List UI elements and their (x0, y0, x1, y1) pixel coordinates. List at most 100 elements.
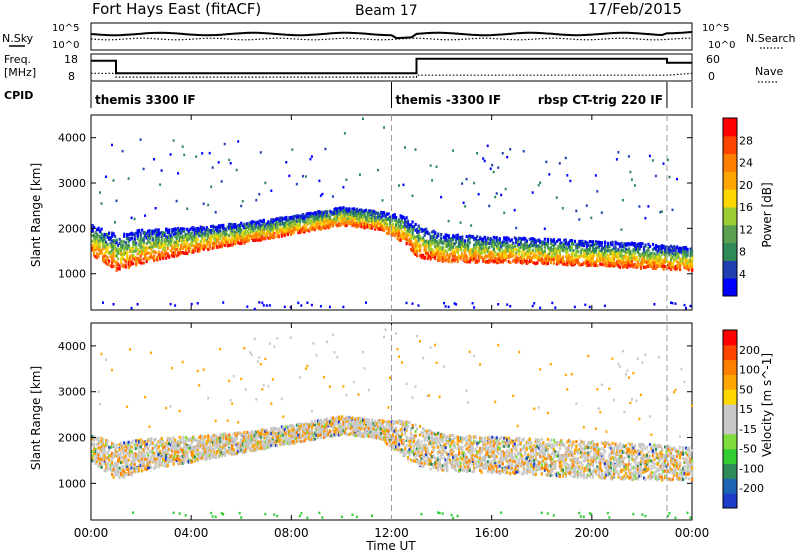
range-gate-cell (268, 222, 271, 226)
range-gate-cell (456, 250, 459, 254)
range-gate-cell (340, 218, 344, 221)
range-gate-cell (464, 239, 467, 243)
range-gate-cell (123, 264, 126, 268)
range-gate-cell (486, 241, 489, 245)
range-gate-cell (528, 248, 531, 251)
range-gate-cell (265, 229, 268, 233)
range-gate-cell (381, 211, 384, 215)
range-gate-cell (386, 226, 389, 230)
range-gate-cell (450, 258, 453, 262)
range-gate-cell (393, 213, 396, 217)
range-gate-cell (282, 225, 285, 229)
range-gate-cell (267, 230, 270, 234)
range-gate-cell (621, 198, 624, 202)
range-gate-cell (501, 256, 504, 260)
range-gate-cell (558, 248, 561, 252)
range-gate-cell (536, 247, 539, 251)
range-gate-cell (103, 260, 106, 264)
range-gate-cell (429, 237, 432, 241)
range-gate-cell (319, 194, 322, 197)
range-gate-cell (232, 228, 235, 232)
range-gate-cell (187, 237, 190, 241)
range-gate-cell (126, 257, 129, 261)
range-gate-cell (295, 182, 298, 186)
range-gate-cell (184, 247, 187, 251)
range-gate-cell (322, 220, 326, 224)
range-gate-cell (366, 216, 369, 220)
range-gate-cell (548, 257, 551, 261)
range-gate-cell (588, 262, 591, 266)
range-gate-cell (416, 245, 419, 249)
range-gate-cell (235, 227, 238, 231)
range-gate-cell (620, 248, 623, 252)
range-gate-cell (685, 262, 688, 266)
range-gate-cell (492, 240, 495, 244)
range-gate-cell (157, 233, 160, 237)
range-gate-cell (180, 246, 183, 250)
range-gate-cell (112, 239, 115, 243)
range-gate-cell (417, 249, 420, 253)
range-gate-cell (671, 247, 674, 251)
range-gate-cell (456, 255, 459, 259)
range-gate-cell (294, 214, 297, 218)
range-gate-cell (546, 258, 549, 262)
range-gate-cell (295, 214, 298, 218)
range-gate-cell (548, 254, 551, 258)
range-gate-cell (615, 158, 618, 161)
range-gate-cell (163, 233, 166, 237)
range-gate-cell (371, 212, 374, 216)
range-gate-cell (434, 245, 437, 249)
nsearch-tick-lo: 10^0 (708, 40, 735, 51)
range-gate-cell (288, 230, 291, 234)
range-gate-cell (334, 211, 338, 215)
range-gate-cell (440, 233, 443, 236)
range-gate-cell (437, 254, 440, 257)
range-gate-cell (588, 244, 591, 248)
range-gate-cell (633, 244, 637, 248)
range-gate-cell (647, 254, 650, 257)
range-gate-cell (94, 243, 97, 247)
range-gate-cell (570, 242, 573, 245)
range-gate-cell (300, 304, 303, 307)
range-gate-cell (112, 258, 115, 261)
range-gate-cell (420, 255, 423, 259)
range-gate-cell (105, 243, 108, 247)
range-gate-cell (444, 237, 447, 241)
range-gate-cell (659, 255, 662, 259)
range-gate-cell (596, 257, 599, 261)
range-gate-cell (303, 216, 306, 220)
nsky-label: N.Sky (2, 32, 34, 45)
range-gate-cell (199, 226, 202, 230)
range-gate-cell (247, 234, 250, 238)
range-gate-cell (172, 241, 175, 245)
range-gate-cell (518, 250, 521, 253)
range-gate-cell (664, 265, 667, 268)
range-gate-cell (449, 253, 452, 257)
range-gate-cell (576, 261, 579, 265)
range-gate-cell (99, 235, 102, 239)
range-gate-cell (183, 235, 186, 238)
range-gate-cell (503, 253, 506, 257)
range-gate-cell (639, 262, 643, 266)
range-gate-cell (205, 238, 208, 242)
range-gate-cell (289, 232, 292, 236)
range-gate-cell (676, 260, 679, 264)
range-gate-cell (300, 229, 303, 233)
range-gate-cell (570, 256, 573, 260)
range-gate-cell (165, 256, 168, 260)
range-gate-cell (346, 210, 350, 213)
range-gate-cell (102, 255, 105, 259)
range-gate-cell (120, 244, 123, 248)
range-gate-cell (96, 235, 99, 239)
range-gate-cell (603, 260, 607, 264)
range-gate-cell (177, 243, 180, 247)
range-gate-cell (117, 249, 120, 253)
range-gate-cell (368, 219, 371, 223)
range-gate-cell (378, 227, 381, 231)
range-gate-cell (593, 247, 596, 251)
range-gate-cell (168, 228, 171, 232)
range-gate-cell (393, 218, 396, 222)
range-gate-cell (414, 243, 417, 246)
range-gate-cell (216, 237, 219, 241)
range-gate-cell (623, 245, 626, 249)
